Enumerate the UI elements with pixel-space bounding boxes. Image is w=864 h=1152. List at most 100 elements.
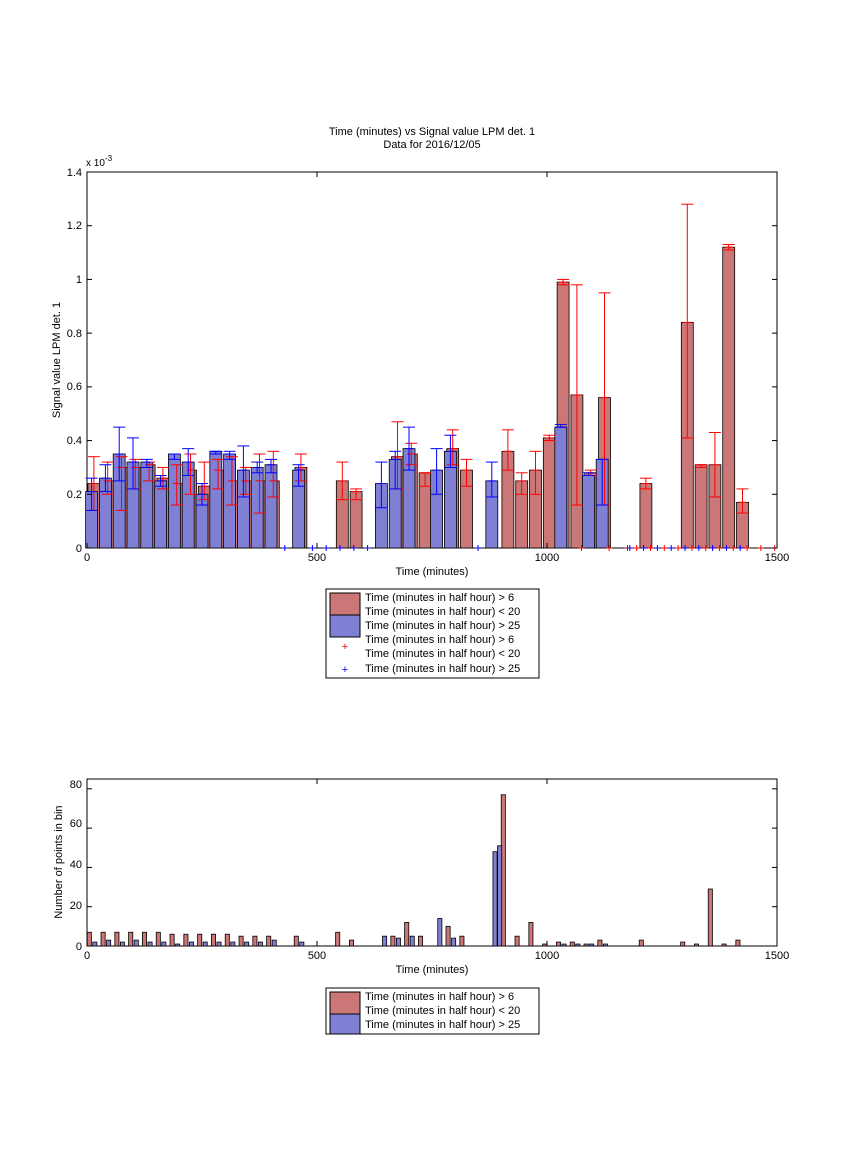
red-zero-point: [744, 545, 751, 551]
red-count-bar: [349, 939, 354, 947]
chart-1-y-tick-label: 0.2: [67, 489, 82, 501]
red-count-bar: [238, 935, 244, 947]
red-count-bar: [86, 931, 92, 947]
red-count-bar: [128, 931, 134, 947]
legend-line: Time (minutes in half hour) < 20: [365, 1005, 520, 1017]
blue-count-bar: [202, 941, 208, 947]
red-count-bar: [569, 941, 575, 947]
blue-zero-point: [350, 545, 357, 551]
chart-1-y-exponent-base: x 10: [86, 158, 105, 169]
chart-1-y-exponent-power: -3: [105, 154, 113, 163]
chart-2-plot-area: [86, 778, 778, 947]
red-count-bar: [335, 931, 341, 947]
blue-errorbar: [389, 450, 402, 490]
red-errorbar: [225, 456, 238, 506]
blue-count-bar: [133, 939, 139, 947]
blue-errorbar: [375, 461, 388, 509]
red-errorbar: [212, 458, 225, 490]
blue-count-bar: [271, 939, 277, 947]
blue-count-bar: [492, 851, 498, 947]
legend-swatch-red: [329, 991, 361, 1015]
red-count-bar: [293, 935, 299, 947]
chart-2-y-tick-label: 20: [70, 900, 82, 912]
red-count-bar: [583, 943, 589, 947]
red-count-bar: [155, 931, 161, 947]
chart-1-y-tick-label: 0.8: [67, 328, 82, 340]
blue-zero-point: [309, 545, 316, 551]
chart-2-y-tick-label: 40: [70, 859, 82, 871]
blue-zero-point: [695, 545, 702, 551]
chart-1-x-axis-label: Time (minutes): [396, 566, 469, 578]
red-errorbar: [170, 464, 183, 506]
chart-2-bars: [86, 794, 741, 947]
blue-zero-point: [640, 545, 647, 551]
blue-count-bar: [106, 939, 112, 947]
chart-2-x-tick-label: 1000: [535, 950, 559, 962]
blue-errorbar: [127, 437, 139, 490]
blue-errorbar: [196, 483, 208, 506]
red-errorbar: [557, 278, 570, 286]
red-errorbar: [501, 429, 514, 471]
red-zero-point: [702, 545, 709, 551]
blue-bar: [554, 426, 568, 549]
red-bar: [722, 246, 736, 549]
blue-errorbar: [251, 461, 264, 474]
chart-1-x-tick-label: 1500: [765, 552, 789, 564]
red-count-bar: [169, 933, 175, 947]
blue-zero-point: [626, 545, 633, 551]
red-count-bar: [514, 935, 520, 947]
blue-errorbar: [444, 434, 457, 468]
red-zero-point: [647, 545, 654, 551]
chart-2-y-tick-label: 60: [70, 818, 82, 830]
red-bar: [639, 483, 653, 549]
chart-1-legend-box: [325, 588, 540, 679]
chart-1-legend-entry: Time (minutes in half hour) > 6 Time (mi…: [365, 634, 520, 660]
chart-1-y-tick-label: 1.4: [67, 167, 82, 179]
blue-zero-point: [682, 545, 688, 551]
red-count-bar: [721, 943, 727, 947]
blue-count-bar: [92, 941, 98, 947]
blue-zero-point: [337, 545, 343, 551]
blue-count-bar: [299, 941, 305, 947]
blue-bar: [582, 475, 595, 549]
red-zero-point: [606, 545, 613, 551]
blue-errorbar: [223, 450, 236, 460]
chart-2: 0 500 1000 1500 0 20 40 60 80 Time (minu…: [53, 778, 789, 1035]
red-errorbar: [708, 432, 721, 498]
red-count-bar: [556, 941, 561, 947]
blue-bar: [168, 453, 181, 549]
blue-count-bar: [602, 943, 608, 947]
chart-1-legend-entry: Time (minutes in half hour) > 25: [365, 620, 520, 632]
blue-count-bar: [230, 941, 236, 947]
chart-1-y-tick-label: 0: [76, 543, 82, 555]
legend-swatch-blue: [329, 1013, 361, 1035]
red-zero-point: [661, 545, 668, 551]
red-count-bar: [528, 922, 534, 947]
blue-errorbar: [292, 464, 305, 487]
red-errorbar: [350, 488, 363, 501]
blue-count-bar: [497, 845, 503, 947]
blue-bar: [154, 480, 167, 549]
blue-errorbar: [182, 448, 195, 476]
legend-line: Time (minutes in half hour) > 6: [365, 991, 514, 1003]
blue-bar: [250, 467, 264, 549]
legend-swatch-red: [329, 592, 361, 616]
blue-zero-point: [668, 545, 675, 551]
red-count-bar: [404, 922, 410, 947]
blue-errorbar: [430, 448, 443, 495]
chart-2-x-tick-label: 1500: [765, 950, 789, 962]
blue-zero-point: [723, 545, 730, 551]
red-count-bar: [100, 931, 106, 947]
chart-2-x-ticks: 0 500 1000 1500: [84, 779, 789, 962]
red-errorbar: [543, 434, 556, 442]
chart-2-legend: Time (minutes in half hour) > 6 Time (mi…: [325, 987, 540, 1035]
red-zero-point: [688, 545, 695, 551]
blue-errorbar: [154, 474, 167, 487]
red-count-bar: [197, 933, 203, 947]
blue-count-bar: [561, 943, 567, 947]
chart-1-y-tick-label: 1.2: [67, 220, 82, 232]
chart-2-legend-entry: Time (minutes in half hour) > 25: [365, 1019, 520, 1031]
red-count-bar: [597, 939, 603, 947]
red-errorbar: [460, 458, 473, 487]
